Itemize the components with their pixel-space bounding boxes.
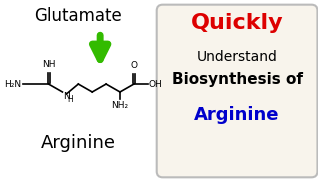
FancyBboxPatch shape	[157, 5, 317, 177]
Text: Quickly: Quickly	[191, 13, 284, 33]
Text: H₂N: H₂N	[4, 80, 21, 89]
Text: Biosynthesis of: Biosynthesis of	[172, 72, 303, 87]
Text: O: O	[130, 61, 137, 70]
Text: Understand: Understand	[196, 50, 277, 64]
Text: Arginine: Arginine	[41, 134, 116, 152]
Text: H: H	[68, 95, 73, 104]
Text: NH₂: NH₂	[111, 101, 129, 110]
Text: NH: NH	[42, 60, 55, 69]
Text: Glutamate: Glutamate	[35, 7, 122, 25]
FancyArrowPatch shape	[92, 35, 108, 60]
Text: N: N	[63, 92, 70, 101]
Text: Arginine: Arginine	[194, 106, 280, 124]
Text: OH: OH	[149, 80, 163, 89]
